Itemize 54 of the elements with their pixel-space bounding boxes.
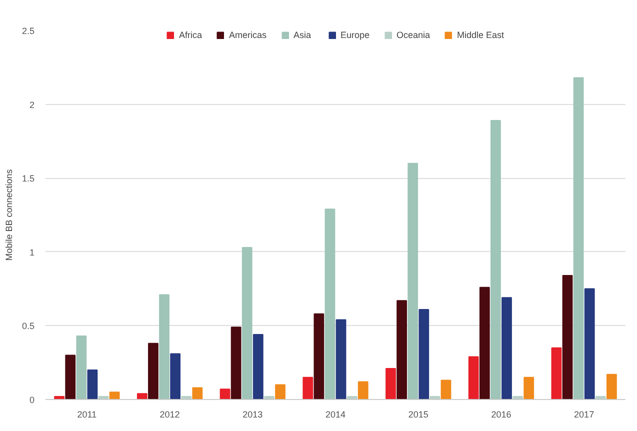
bar [468,356,479,400]
x-tick-label: 2013 [242,410,263,420]
x-tick-label: 2011 [77,410,97,420]
bar [490,120,501,400]
bar [314,313,324,400]
bar [479,286,490,400]
y-tick-label: 1 [29,247,35,258]
x-tick-label: 2016 [491,410,512,420]
legend-label: Americas [228,30,266,40]
bar [584,288,595,400]
bar [136,393,148,400]
bar [573,77,584,400]
bar [159,294,170,400]
bar [551,347,562,400]
bar [358,381,368,400]
bar [148,342,158,400]
bar [502,297,512,400]
bar [302,376,314,400]
legend-label: Africa [178,30,202,40]
bar [65,354,76,400]
bar [418,308,430,400]
bar [170,353,181,400]
bar [192,387,203,400]
bar [440,380,452,400]
y-tick-label: 0 [29,395,35,405]
x-tick-label: 2015 [408,410,428,420]
bar [76,336,87,400]
legend-label: Middle East [457,30,504,40]
bar [386,368,396,400]
bar [562,275,573,400]
bar [324,208,336,400]
x-tick-label: 2012 [160,410,180,420]
y-axis-title: Mobile BB connections [4,168,14,261]
x-tick-label: 2014 [325,410,346,420]
bar [230,326,242,400]
bar [109,392,120,400]
bar [336,319,346,400]
x-tick-label: 2017 [574,410,594,420]
bar [242,246,252,400]
y-tick-label: 2 [29,100,35,110]
legend-label: Europe [340,30,370,40]
bar [252,334,264,400]
legend-label: Asia [293,30,312,40]
y-tick-label: 2.5 [22,26,35,36]
bar [87,369,98,400]
y-tick-label: 1.5 [22,174,35,184]
y-tick-label: 0.5 [22,321,35,332]
bar [408,162,418,400]
bar [220,388,230,400]
bar [524,376,534,400]
bar [275,384,286,400]
legend-label: Oceania [396,30,430,40]
bar [606,374,617,400]
bar [396,300,407,400]
